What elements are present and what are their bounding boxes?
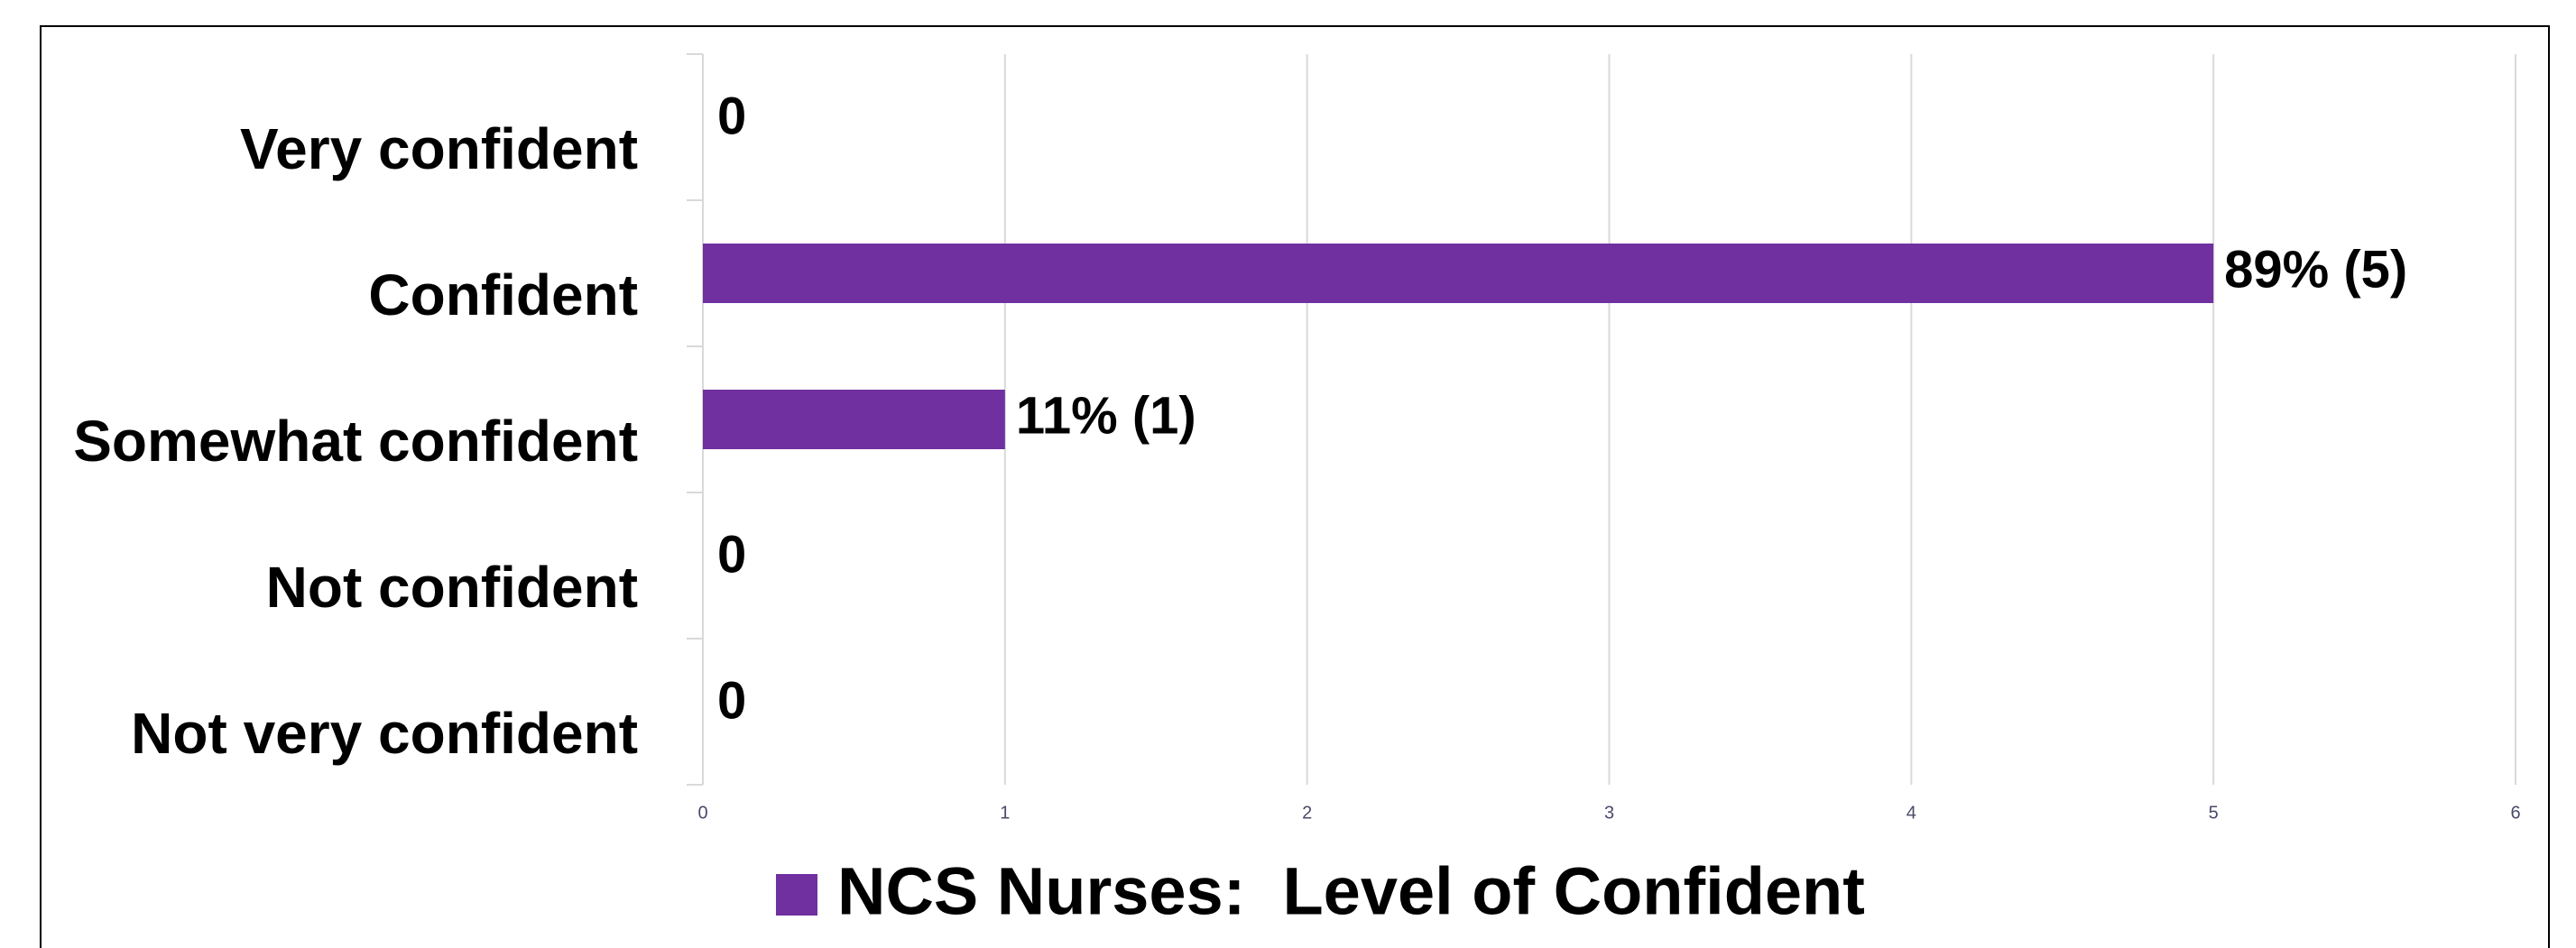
y-tick-label: Not confident	[266, 555, 638, 620]
data-label: 0	[717, 671, 746, 730]
y-tick-label: Very confident	[240, 116, 638, 181]
x-tick-label: 2	[1302, 803, 1312, 823]
x-tick-label: 5	[2209, 803, 2219, 823]
y-tick-label: Not very confident	[131, 701, 638, 766]
y-tick-label: Somewhat confident	[73, 409, 638, 474]
x-tick-label: 3	[1604, 803, 1614, 823]
x-tick-label: 4	[1907, 803, 1916, 823]
data-label: 89% (5)	[2224, 240, 2407, 299]
x-tick-label: 0	[697, 803, 707, 823]
bar	[703, 244, 2214, 303]
x-tick-label: 6	[2510, 803, 2520, 823]
legend-swatch	[776, 874, 817, 916]
data-label: 11% (1)	[1016, 386, 1196, 445]
x-tick-label: 1	[1000, 803, 1010, 823]
data-label: 0	[717, 87, 746, 145]
legend-label: NCS Nurses: Level of Confident	[837, 854, 1865, 929]
bar	[703, 390, 1005, 449]
chart-frame	[40, 25, 2550, 948]
data-label: 0	[717, 525, 746, 584]
y-tick-label: Confident	[368, 262, 638, 327]
